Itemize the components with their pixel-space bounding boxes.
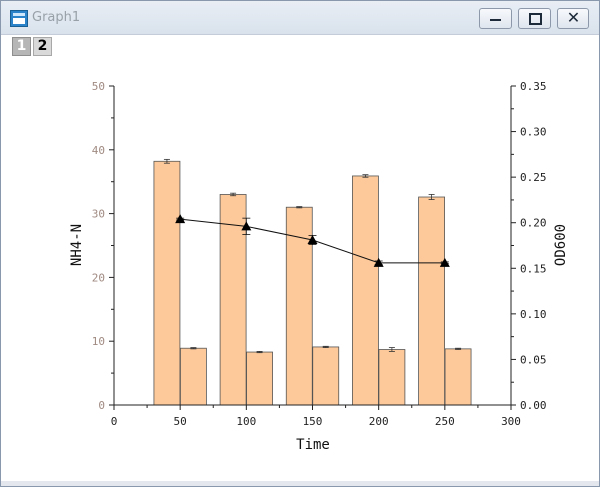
x-axis-title: Time	[296, 437, 330, 453]
y-left-tick-label-5: 50	[92, 80, 105, 93]
title-bar[interactable]: Graph1 ✕	[1, 1, 599, 35]
y-left-tick-label-2: 20	[92, 271, 105, 284]
y-right-tick-label-5: 0.25	[520, 171, 547, 184]
axes-layer: 0 50 100 150 200 250 300 0 10 20 30 40 50 0.00 0.05 0.1…	[92, 80, 547, 428]
line-point-4	[439, 257, 450, 267]
window-bottom-border	[1, 481, 599, 486]
y-left-axis-title: NH4-N	[69, 224, 85, 266]
maximize-button[interactable]	[518, 8, 551, 29]
bar-s1-1	[246, 351, 273, 406]
x-tick-label-3: 150	[303, 415, 323, 428]
line-layer	[175, 214, 450, 267]
layer-tab-2[interactable]: 2	[33, 37, 52, 56]
y-left-tick-label-1: 10	[92, 335, 105, 348]
layer-tab-1[interactable]: 1	[12, 37, 31, 56]
y-right-tick-label-1: 0.05	[520, 353, 547, 366]
maximize-icon	[529, 13, 542, 25]
y-left-tick-label-3: 30	[92, 208, 105, 221]
y-right-tick-label-6: 0.30	[520, 126, 547, 139]
line-point-1	[241, 221, 252, 231]
close-icon: ✕	[566, 8, 581, 27]
x-tick-label-5: 250	[435, 415, 455, 428]
x-tick-label-4: 200	[369, 415, 389, 428]
y-right-tick-label-0: 0.00	[520, 399, 547, 412]
bars-layer	[153, 158, 472, 406]
y-left-tick-label-4: 40	[92, 144, 105, 157]
line-point-0	[175, 214, 186, 224]
bar-s0-0	[153, 160, 181, 406]
minimize-icon	[490, 19, 501, 21]
close-button[interactable]: ✕	[557, 8, 589, 29]
minimize-button[interactable]	[479, 8, 512, 29]
line-point-2	[307, 235, 318, 245]
bar-s0-1	[219, 194, 247, 406]
bar-s1-3	[378, 349, 406, 406]
y-left-tick-label-0: 0	[98, 399, 105, 412]
bar-s0-3	[352, 175, 379, 406]
bar-s1-2	[312, 346, 340, 406]
bar-s1-4	[444, 348, 472, 406]
bar-s0-4	[418, 196, 446, 406]
window-title: Graph1	[32, 10, 81, 25]
x-tick-label-0: 0	[111, 415, 118, 428]
y-right-tick-label-3: 0.15	[520, 262, 547, 275]
x-tick-label-1: 50	[174, 415, 187, 428]
bar-s1-0	[179, 347, 207, 406]
x-tick-label-2: 100	[236, 415, 256, 428]
y-right-tick-label-2: 0.10	[520, 308, 547, 321]
y-right-tick-label-7: 0.35	[520, 80, 547, 93]
y-right-tick-label-4: 0.20	[520, 217, 547, 230]
y-right-axis-title: OD600	[553, 224, 569, 266]
graph-window-icon[interactable]	[10, 10, 28, 27]
line-point-3	[373, 257, 384, 267]
x-tick-label-6: 300	[501, 415, 521, 428]
